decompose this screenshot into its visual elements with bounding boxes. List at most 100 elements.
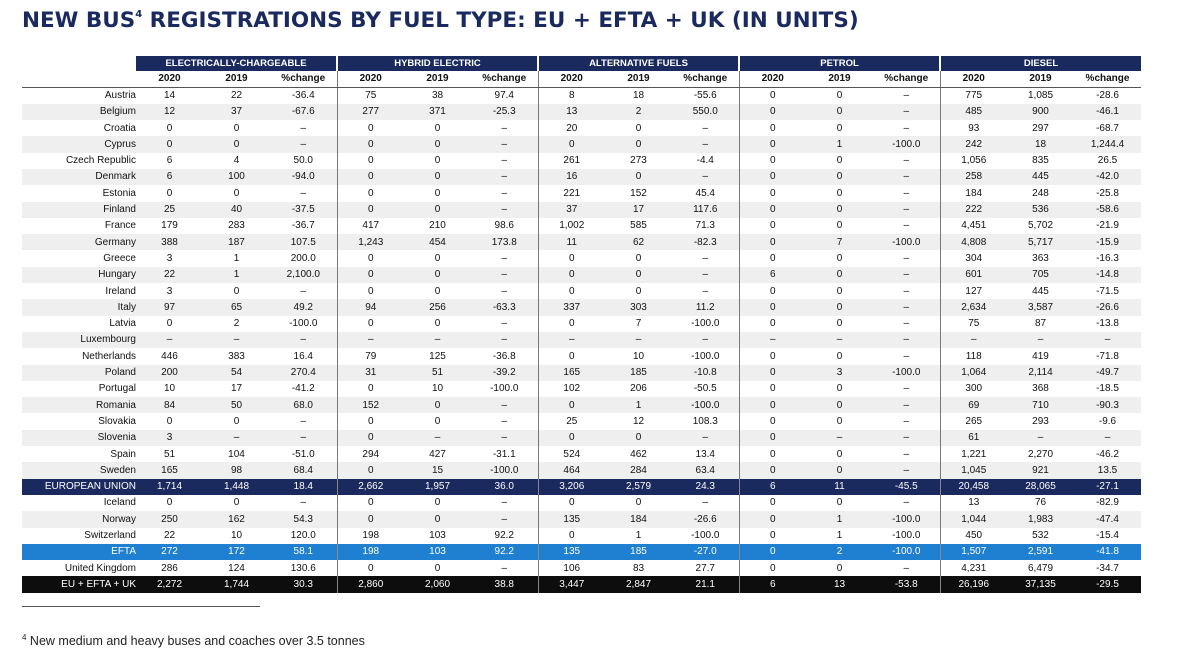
value-cell: 172 (203, 543, 270, 561)
pct-change-cell: -36.7 (270, 217, 337, 235)
pct-change-cell: -46.1 (1074, 103, 1141, 121)
value-cell: – (404, 331, 471, 349)
value-cell: 93 (939, 120, 1007, 137)
pct-change-cell: – (672, 250, 739, 267)
value-cell: 187 (203, 234, 270, 251)
value-cell: 12 (605, 413, 672, 430)
pct-change-cell: -100.0 (672, 397, 739, 414)
value-cell: 0 (806, 494, 873, 512)
pct-change-cell: -100.0 (873, 511, 940, 528)
pct-change-cell: -10.8 (672, 364, 739, 381)
pct-change-cell: -15.9 (1074, 234, 1141, 251)
pct-change-cell: -100.0 (672, 348, 739, 365)
value-cell: 0 (738, 185, 806, 202)
value-cell: 0 (537, 397, 605, 414)
table-row: Portugal 10 17 -41.2 0 10 -100.0 102 206 -50.5 0 0–… (22, 380, 1141, 398)
value-cell: 17 (605, 201, 672, 218)
value-cell: 5,717 (1007, 234, 1074, 251)
value-cell: 0 (537, 315, 605, 332)
value-cell: 103 (404, 527, 471, 544)
pct-change-cell: – (471, 511, 538, 528)
value-cell: – (203, 331, 270, 349)
pct-change-cell: 68.4 (270, 462, 337, 479)
value-cell: 0 (605, 283, 672, 300)
footnote-divider (22, 606, 260, 607)
value-cell: 61 (939, 429, 1007, 447)
table-row: Greece 3 1 200.0 0 0–0 0–0 0–304 363 -16.3 (22, 250, 1141, 267)
value-cell: 0 (203, 494, 270, 512)
pct-change-cell: -31.1 (471, 446, 538, 463)
footnote: 4 New medium and heavy buses and coaches… (22, 633, 365, 648)
subheader-pct-change: %change (873, 71, 940, 88)
value-cell: 37 (537, 201, 605, 218)
value-cell: 258 (939, 168, 1007, 186)
country-cell: Netherlands (22, 348, 136, 365)
value-cell: 184 (605, 511, 672, 528)
pct-change-cell: -50.5 (672, 380, 739, 398)
value-cell: 1,983 (1007, 511, 1074, 528)
pct-change-cell: -29.5 (1074, 576, 1141, 593)
pct-change-cell: -37.5 (270, 201, 337, 218)
value-cell: 210 (404, 217, 471, 235)
pct-change-cell: – (873, 348, 940, 365)
value-cell: 0 (336, 168, 404, 186)
value-cell: 25 (136, 201, 203, 218)
value-cell: 445 (1007, 283, 1074, 300)
pct-change-cell: – (471, 136, 538, 153)
pct-change-cell: – (270, 413, 337, 430)
pct-change-cell: 36.0 (471, 478, 538, 495)
pct-change-cell: – (471, 494, 538, 512)
value-cell: 0 (404, 120, 471, 137)
value-cell: 65 (203, 299, 270, 316)
value-cell: 84 (136, 397, 203, 414)
value-cell: 294 (336, 446, 404, 463)
value-cell: 2,272 (136, 576, 203, 593)
country-cell: Germany (22, 234, 136, 251)
group-header-electric: ELECTRICALLY-CHARGEABLE (136, 56, 337, 71)
title-main: NEW BUS (22, 8, 136, 33)
value-cell: 69 (939, 397, 1007, 414)
value-cell: 198 (336, 543, 404, 561)
value-cell: 1,714 (136, 478, 203, 495)
table-row: Slovakia 0 0–0 0–25 12 108.3 0 0–265 293 -9.6 (22, 413, 1141, 430)
value-cell: 4,231 (939, 560, 1007, 577)
value-cell: 4,808 (939, 234, 1007, 251)
value-cell: 1 (806, 527, 873, 544)
country-cell: EUROPEAN UNION (22, 478, 136, 495)
value-cell: 0 (738, 234, 806, 251)
group-header-hybrid: HYBRID ELECTRIC (336, 56, 538, 71)
country-cell: EFTA (22, 543, 136, 561)
value-cell: 0 (738, 87, 806, 104)
value-cell: 0 (806, 413, 873, 430)
pct-change-cell: 58.1 (270, 543, 337, 561)
value-cell: 250 (136, 511, 203, 528)
pct-change-cell: -51.0 (270, 446, 337, 463)
pct-change-cell: – (672, 120, 739, 137)
value-cell: 0 (203, 185, 270, 202)
value-cell: 0 (404, 315, 471, 332)
value-cell: 2 (605, 103, 672, 121)
table-row: Austria 14 22 -36.4 75 38 97.4 8 18 -55.6 0 0–775 1,… (22, 87, 1141, 104)
value-cell: 445 (1007, 168, 1074, 186)
pct-change-cell: – (873, 103, 940, 121)
subheader-row: 2020 2019 %change 2020 2019 %change 2020 2019 %c… (22, 71, 1141, 88)
value-cell: 1,085 (1007, 87, 1074, 104)
title-footnote-ref: 4 (135, 9, 143, 20)
value-cell: 20 (537, 120, 605, 137)
value-cell: 0 (806, 103, 873, 121)
pct-change-cell: – (270, 331, 337, 349)
pct-change-cell: 16.4 (270, 348, 337, 365)
grand-total-row: EU + EFTA + UK 2,272 1,744 30.3 2,860 2,060 38… (22, 576, 1141, 593)
pct-change-cell: – (873, 185, 940, 202)
value-cell: 15 (404, 462, 471, 479)
value-cell: 0 (605, 429, 672, 447)
pct-change-cell: -46.2 (1074, 446, 1141, 463)
value-cell: 485 (939, 103, 1007, 121)
subheader-2020: 2020 (939, 71, 1007, 88)
table-row: Netherlands 446 383 16.4 79 125 -36.8 0 10 -100.0… (22, 348, 1141, 365)
pct-change-cell: -100.0 (873, 364, 940, 381)
pct-change-cell: -53.8 (873, 576, 940, 593)
value-cell: 0 (336, 185, 404, 202)
value-cell: 710 (1007, 397, 1074, 414)
pct-change-cell: -100.0 (471, 380, 538, 398)
